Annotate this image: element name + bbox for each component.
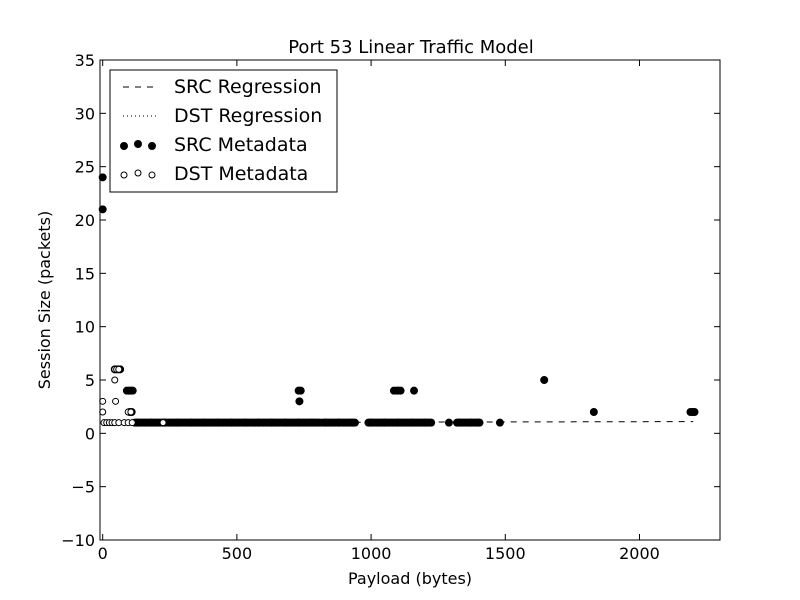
legend-swatch-dst-metadata [134, 169, 142, 177]
dst-point [128, 419, 136, 427]
y-tick-label: 25 [75, 158, 95, 177]
src-point [296, 386, 305, 395]
src-point [396, 386, 405, 395]
src-point [589, 408, 598, 416]
dst-point [159, 419, 167, 427]
legend-label: SRC Regression [174, 76, 322, 98]
src-point [495, 418, 504, 427]
legend-swatch-dst-metadata [120, 171, 128, 179]
legend-swatch-src-metadata [134, 140, 142, 148]
y-tick-label: −10 [61, 531, 95, 550]
legend-label: SRC Metadata [174, 134, 308, 156]
y-tick-label: 15 [75, 264, 95, 283]
legend-swatch-src-metadata [148, 142, 156, 150]
y-tick-label: −5 [71, 478, 95, 497]
y-tick-label: 0 [85, 424, 95, 443]
legend-swatch-src-metadata [120, 142, 128, 150]
y-axis-label: Session Size (packets) [35, 211, 54, 389]
src-point [427, 418, 436, 427]
legend-label: DST Metadata [174, 163, 308, 185]
src-point [98, 205, 107, 214]
chart-title: Port 53 Linear Traffic Model [288, 37, 534, 58]
x-tick-label: 0 [98, 544, 108, 563]
legend-box [109, 69, 338, 193]
src-point [295, 397, 304, 406]
axes-frame [99, 59, 721, 541]
y-tick-label: 35 [75, 51, 95, 70]
src-point [540, 376, 549, 384]
axes [99, 59, 721, 541]
src-point [690, 408, 699, 416]
dst-point [115, 365, 123, 373]
x-tick-label: 2000 [619, 544, 660, 563]
src-point [410, 386, 419, 395]
y-tick-label: 5 [85, 371, 95, 390]
y-tick-label: 20 [75, 211, 95, 230]
legend: SRC Regression DST Regression SRC Metadata… [109, 69, 338, 193]
dst-point [112, 397, 120, 405]
dst-point [99, 408, 107, 416]
x-tick-label: 1500 [485, 544, 526, 563]
x-tick-label: 1000 [351, 544, 392, 563]
dst-point [99, 397, 107, 405]
src-point [444, 418, 453, 427]
ticks: 0 500 1000 1500 2000 −10 −5 0 5 10 15 20 25 30 35 [61, 51, 720, 563]
legend-swatch-dst-metadata [148, 171, 156, 179]
data-points [98, 173, 699, 427]
src-point [98, 173, 107, 182]
src-point [475, 418, 484, 427]
x-axis-label: Payload (bytes) [348, 569, 472, 588]
x-tick-label: 500 [222, 544, 253, 563]
dst-point [111, 376, 119, 384]
src-point [350, 418, 359, 427]
dst-point [127, 408, 135, 416]
src-point [128, 386, 137, 395]
legend-label: DST Regression [174, 105, 322, 127]
y-tick-label: 30 [75, 104, 95, 123]
y-tick-label: 10 [75, 318, 95, 337]
